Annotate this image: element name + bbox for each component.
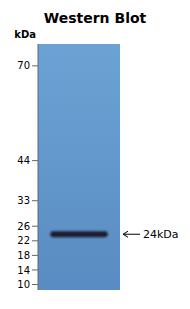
svg-text:70: 70	[17, 60, 30, 71]
svg-text:14: 14	[17, 265, 30, 276]
html-text:Western Blot: Western Blot	[43, 10, 147, 26]
svg-text:10: 10	[17, 279, 30, 290]
svg-text:26: 26	[17, 221, 30, 232]
svg-text:18: 18	[17, 250, 30, 261]
svg-text:44: 44	[17, 155, 30, 166]
svg-text:33: 33	[17, 195, 30, 206]
svg-text:22: 22	[17, 235, 30, 246]
html-text:kDa: kDa	[14, 29, 36, 40]
svg-text:24kDa: 24kDa	[143, 228, 179, 241]
